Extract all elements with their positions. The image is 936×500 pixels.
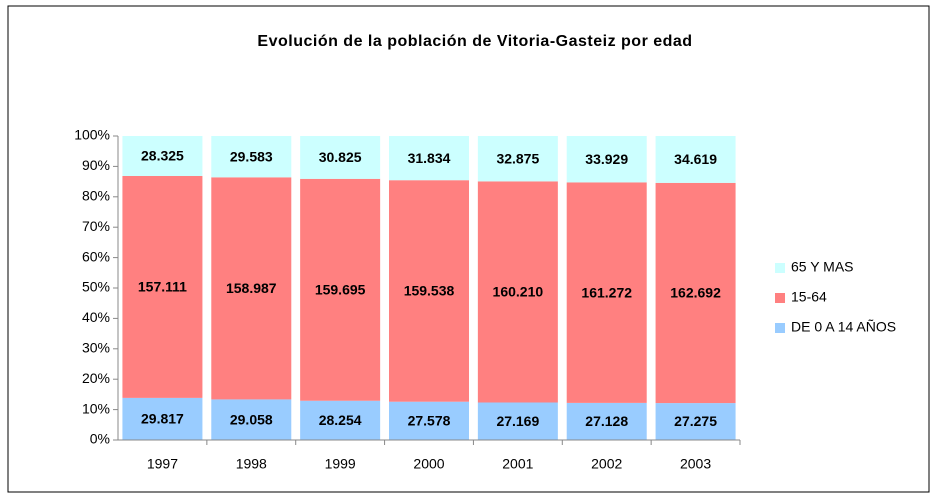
bar-segment bbox=[389, 180, 469, 402]
data-label: 158.987 bbox=[226, 280, 277, 296]
bar-segment bbox=[300, 400, 381, 440]
y-tick-label: 70% bbox=[82, 218, 110, 234]
bar-segment bbox=[122, 136, 203, 177]
data-label: 33.929 bbox=[585, 151, 628, 167]
data-label: 28.254 bbox=[319, 412, 362, 428]
y-tick-label: 40% bbox=[82, 309, 110, 325]
legend-label: 15-64 bbox=[791, 289, 827, 305]
bar-segment bbox=[122, 176, 203, 398]
data-label: 157.111 bbox=[138, 279, 187, 295]
legend-swatch bbox=[775, 293, 785, 303]
data-label: 29.817 bbox=[141, 411, 184, 427]
data-label: 27.169 bbox=[496, 413, 539, 429]
y-tick-label: 10% bbox=[82, 400, 110, 416]
bar-segment bbox=[211, 136, 292, 178]
bar-segment bbox=[300, 178, 381, 401]
bar-segment bbox=[300, 136, 381, 179]
data-label: 159.695 bbox=[315, 281, 366, 297]
legend-label: 65 Y MAS bbox=[791, 259, 854, 275]
data-label: 159.538 bbox=[404, 283, 455, 299]
data-label: 162.692 bbox=[670, 285, 721, 301]
x-tick-label: 2002 bbox=[591, 456, 622, 472]
data-label: 161.272 bbox=[581, 284, 632, 300]
y-tick-label: 100% bbox=[74, 127, 110, 143]
x-tick-label: 2003 bbox=[680, 456, 711, 472]
y-tick-label: 60% bbox=[82, 248, 110, 264]
data-label: 29.583 bbox=[230, 148, 273, 164]
y-tick-label: 80% bbox=[82, 188, 110, 204]
data-label: 27.128 bbox=[585, 413, 628, 429]
bar-segment bbox=[655, 403, 736, 440]
data-label: 32.875 bbox=[496, 150, 539, 166]
bar-segment bbox=[566, 402, 647, 440]
bar-segment bbox=[655, 136, 736, 183]
bar-segment bbox=[211, 177, 292, 400]
data-label: 31.834 bbox=[408, 150, 451, 166]
data-label: 27.578 bbox=[408, 413, 451, 429]
bar-segment bbox=[389, 136, 469, 181]
data-label: 30.825 bbox=[319, 149, 362, 165]
bar-segment bbox=[122, 397, 203, 440]
x-tick-label: 1999 bbox=[325, 456, 356, 472]
legend-swatch bbox=[775, 323, 785, 333]
bar-segment bbox=[655, 182, 736, 404]
data-label: 29.058 bbox=[230, 411, 273, 427]
bar-segment bbox=[477, 402, 558, 440]
legend-swatch bbox=[775, 263, 785, 273]
bar-segment bbox=[389, 401, 469, 440]
bar-segment bbox=[477, 181, 558, 403]
x-tick-label: 1997 bbox=[147, 456, 178, 472]
data-label: 160.210 bbox=[493, 284, 544, 300]
bar-segment bbox=[566, 136, 647, 183]
y-tick-label: 90% bbox=[82, 157, 110, 173]
y-tick-label: 30% bbox=[82, 340, 110, 356]
y-tick-label: 0% bbox=[90, 431, 110, 447]
x-tick-label: 1998 bbox=[236, 456, 267, 472]
bar-segment bbox=[477, 136, 558, 182]
x-tick-label: 2001 bbox=[502, 456, 533, 472]
bar-segment bbox=[211, 399, 292, 440]
y-tick-label: 20% bbox=[82, 370, 110, 386]
data-label: 28.325 bbox=[141, 148, 184, 164]
data-label: 27.275 bbox=[674, 413, 717, 429]
x-tick-label: 2000 bbox=[413, 456, 444, 472]
chart-title: Evolución de la población de Vitoria-Gas… bbox=[257, 33, 692, 50]
bar-segment bbox=[566, 182, 647, 403]
y-tick-label: 50% bbox=[82, 279, 110, 295]
legend-label: DE 0 A 14 AÑOS bbox=[791, 319, 896, 335]
data-label: 34.619 bbox=[674, 151, 717, 167]
